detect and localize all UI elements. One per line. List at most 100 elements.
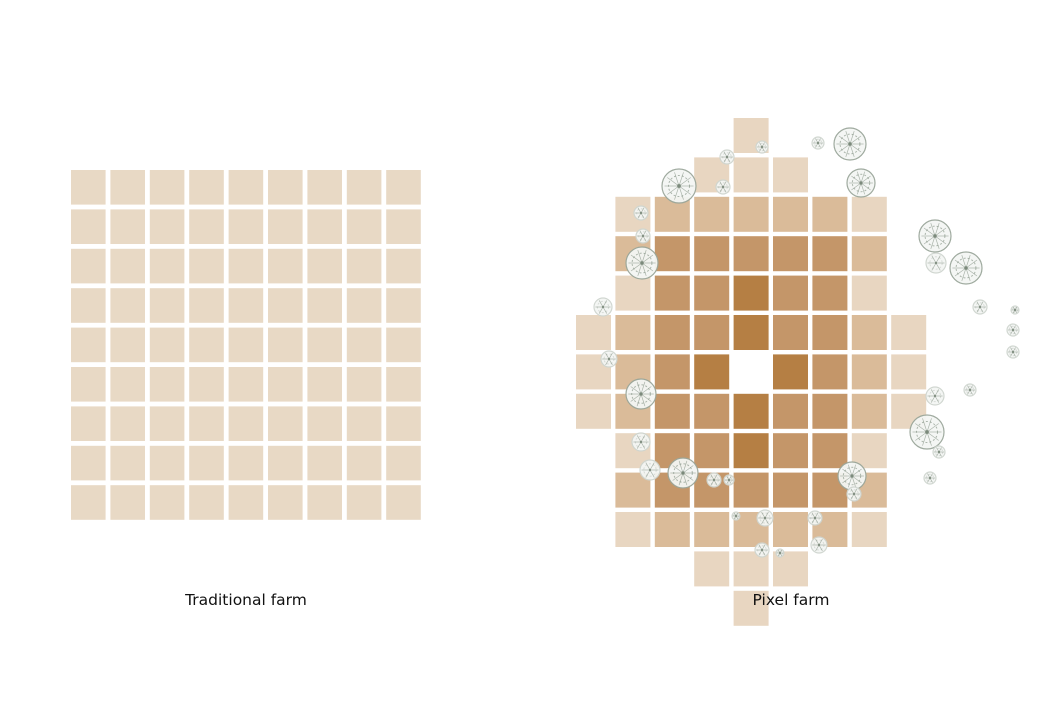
traditional-plot	[189, 170, 224, 205]
pixel-plot	[694, 551, 730, 587]
pixel-plot	[654, 393, 690, 429]
tree-icon	[833, 127, 867, 161]
pixel-plot	[733, 433, 769, 469]
pixel-plot	[733, 393, 769, 429]
pixel-plot	[615, 512, 651, 547]
pixel-plot	[654, 236, 690, 272]
traditional-plot	[346, 209, 382, 244]
traditional-plot	[71, 209, 106, 244]
pixel-plot	[733, 236, 769, 272]
traditional-plot	[386, 406, 421, 441]
pixel-plot	[851, 275, 887, 311]
pixel-farm-caption: Pixel farm	[752, 591, 830, 609]
traditional-plot	[307, 288, 342, 323]
traditional-plot	[149, 170, 185, 205]
pixel-plot	[812, 196, 848, 232]
traditional-plot	[149, 445, 185, 481]
tree-icon	[775, 548, 785, 558]
traditional-plot	[228, 327, 264, 363]
tree-icon	[846, 486, 862, 502]
pixel-plot	[812, 354, 848, 390]
traditional-plot	[268, 288, 303, 323]
traditional-plot	[346, 170, 382, 205]
tree-icon	[1010, 305, 1020, 315]
pixel-plot	[654, 275, 690, 311]
traditional-plot	[149, 327, 185, 363]
traditional-plot	[346, 367, 382, 402]
pixel-plot	[733, 315, 769, 350]
pixel-plot	[773, 236, 808, 272]
pixel-plot	[773, 157, 808, 193]
traditional-plot	[307, 209, 342, 244]
tree-icon	[600, 350, 618, 368]
traditional-farm-grid	[71, 170, 421, 520]
traditional-plot	[149, 248, 185, 284]
traditional-plot	[228, 367, 264, 402]
traditional-plot	[71, 406, 106, 441]
traditional-plot	[71, 248, 106, 284]
tree-icon	[633, 205, 649, 221]
pixel-plot	[851, 236, 887, 272]
traditional-plot	[346, 485, 382, 520]
traditional-plot	[71, 367, 106, 402]
traditional-plot	[268, 485, 303, 520]
tree-icon	[661, 168, 697, 204]
pixel-plot	[654, 512, 690, 547]
pixel-plot	[615, 315, 651, 350]
tree-icon	[846, 168, 876, 198]
traditional-plot	[71, 288, 106, 323]
traditional-plot	[228, 288, 264, 323]
pixel-plot	[773, 196, 808, 232]
pixel-plot	[851, 315, 887, 350]
traditional-plot	[346, 327, 382, 363]
traditional-plot	[268, 406, 303, 441]
tree-icon	[635, 228, 651, 244]
traditional-plot	[268, 327, 303, 363]
pixel-plot	[773, 354, 808, 390]
tree-icon	[723, 474, 735, 486]
tree-icon	[706, 472, 722, 488]
traditional-plot	[228, 248, 264, 284]
pixel-plot	[891, 315, 927, 350]
pixel-plot	[891, 354, 927, 390]
traditional-plot	[189, 406, 224, 441]
pixel-plot	[694, 354, 730, 390]
traditional-plot	[110, 170, 145, 205]
tree-icon	[923, 471, 937, 485]
traditional-plot	[110, 209, 145, 244]
traditional-plot	[71, 445, 106, 481]
tree-icon	[807, 510, 823, 526]
traditional-plot	[386, 209, 421, 244]
pixel-plot	[773, 315, 808, 350]
traditional-plot	[149, 288, 185, 323]
tree-icon	[719, 149, 735, 165]
traditional-plot	[386, 248, 421, 284]
traditional-plot	[149, 406, 185, 441]
tree-icon	[667, 457, 699, 489]
traditional-plot	[386, 485, 421, 520]
tree-icon	[755, 140, 769, 154]
pixel-plot	[615, 275, 651, 311]
pixel-plot	[773, 275, 808, 311]
pixel-plot	[654, 354, 690, 390]
traditional-plot	[386, 288, 421, 323]
pixel-plot	[733, 196, 769, 232]
pixel-plot	[851, 354, 887, 390]
traditional-plot	[386, 445, 421, 481]
tree-icon	[963, 383, 977, 397]
tree-icon	[756, 509, 774, 527]
pixel-plot	[851, 196, 887, 232]
traditional-plot	[110, 248, 145, 284]
traditional-plot	[189, 445, 224, 481]
pixel-plot	[694, 315, 730, 350]
traditional-plot	[346, 445, 382, 481]
traditional-plot	[71, 485, 106, 520]
tree-icon	[972, 299, 988, 315]
traditional-plot	[307, 445, 342, 481]
traditional-plot	[346, 406, 382, 441]
pixel-plot	[851, 433, 887, 469]
traditional-plot	[110, 367, 145, 402]
traditional-plot	[228, 445, 264, 481]
traditional-plot	[386, 327, 421, 363]
traditional-plot	[268, 209, 303, 244]
